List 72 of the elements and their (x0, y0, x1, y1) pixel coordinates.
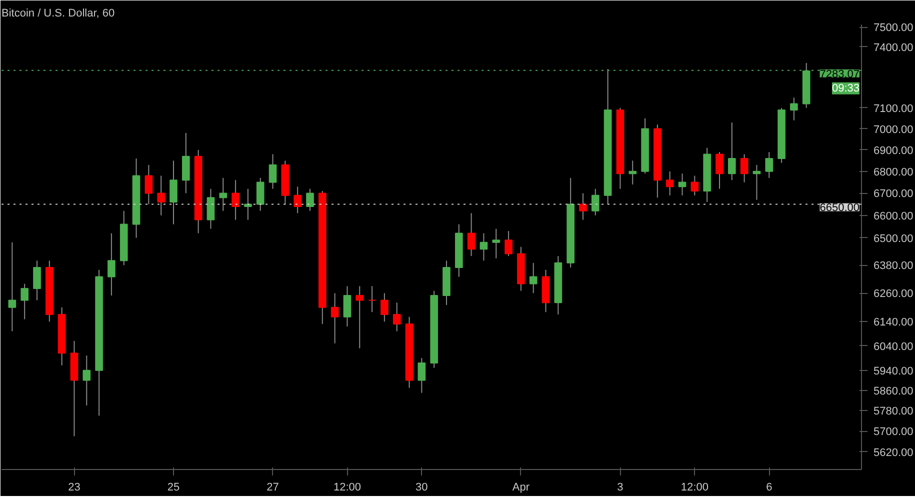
candlestick (529, 262, 538, 294)
candlestick (232, 180, 240, 220)
candlestick (752, 164, 761, 200)
x-tick-label: 12:00 (680, 482, 708, 494)
candlestick (20, 283, 29, 320)
y-tick-label: 7000.00 (874, 124, 914, 136)
candlestick (628, 160, 637, 185)
candlestick (504, 230, 512, 257)
candlestick (8, 242, 16, 332)
candlestick (330, 292, 339, 344)
annotation: 09:33 (832, 82, 860, 94)
candlestick (108, 232, 116, 296)
candlestick (244, 188, 252, 220)
y-tick-label: 6700.00 (874, 188, 914, 200)
candlestick (492, 228, 500, 259)
candlestick (716, 152, 724, 190)
x-tick-label: 25 (167, 482, 180, 494)
y-tick-label: 5860.00 (874, 385, 914, 398)
candlestick (666, 170, 674, 196)
candlestick (765, 152, 774, 178)
y-tick-label: 7500.00 (874, 22, 914, 34)
y-tick-label: 7400.00 (874, 42, 914, 54)
candlestick (170, 160, 178, 225)
ref-line-label: 7283.07 (820, 68, 860, 80)
candlestick (306, 188, 314, 212)
y-tick-label: 6600.00 (874, 210, 914, 222)
candlestick (294, 186, 302, 214)
y-tick-label: 6900.00 (874, 144, 914, 157)
candlestick (343, 286, 352, 327)
candlestick (368, 286, 376, 313)
x-tick-label: 27 (266, 482, 279, 494)
candlestick (268, 154, 277, 190)
y-tick-label: 5780.00 (874, 406, 914, 418)
candlestick (392, 302, 401, 332)
y-tick-label: 7100.00 (874, 102, 914, 115)
candlestick (418, 358, 426, 394)
candlestick (380, 292, 388, 322)
candlestick (790, 97, 798, 121)
y-tick-label: 6380.00 (874, 260, 914, 272)
x-tick-label: 30 (416, 482, 428, 494)
chart-title: Bitcoin / U.S. Dollar, 60 (2, 8, 115, 20)
candlestick (678, 173, 686, 196)
candlestick (728, 122, 736, 181)
candlestick (356, 286, 364, 349)
y-tick-label: 6260.00 (874, 288, 914, 300)
x-tick-label: 23 (68, 482, 80, 494)
candlestick (256, 177, 264, 212)
candlestick (740, 154, 748, 183)
x-tick-label: 6 (766, 482, 772, 494)
y-tick-label: 6500.00 (874, 232, 914, 245)
candlestick (144, 164, 153, 205)
y-tick-label: 6140.00 (874, 316, 914, 329)
y-tick-label: 5940.00 (874, 365, 914, 378)
candlestick (82, 355, 91, 406)
candlestick (219, 177, 228, 212)
candlestick (206, 188, 215, 230)
x-tick-label: 12:00 (333, 482, 361, 494)
candlestick (33, 260, 41, 301)
y-tick-label: 6040.00 (874, 340, 914, 353)
candlestick (480, 232, 488, 262)
x-tick-label: Apr (512, 482, 530, 494)
y-tick-label: 5700.00 (874, 426, 914, 438)
candlestick (591, 188, 600, 216)
candlestick (467, 212, 476, 257)
x-tick-label: 3 (617, 482, 624, 494)
y-tick-label: 6800.00 (874, 166, 914, 178)
candlestick (182, 132, 190, 194)
candlestick (579, 192, 587, 220)
y-tick-label: 5620.00 (874, 446, 914, 459)
ref-line-label: 6650.00 (820, 202, 860, 214)
candlestick (157, 175, 166, 216)
candlestick (690, 175, 699, 196)
